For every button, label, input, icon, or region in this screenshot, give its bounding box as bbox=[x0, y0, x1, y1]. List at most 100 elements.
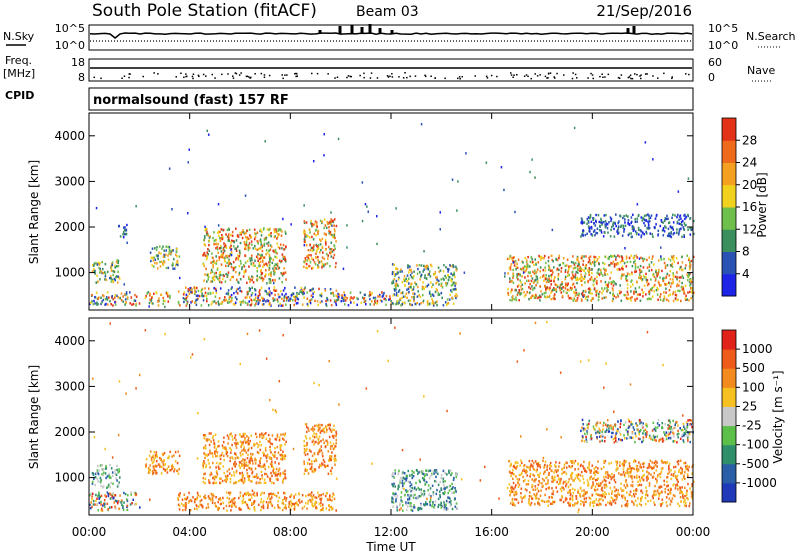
range-gate-cell bbox=[516, 293, 519, 297]
nave-dot bbox=[587, 77, 589, 79]
range-gate-cell bbox=[241, 499, 244, 503]
range-gate-cell bbox=[204, 244, 206, 247]
range-gate-cell bbox=[110, 467, 113, 470]
range-gate-cell bbox=[576, 293, 578, 296]
range-gate-cell bbox=[676, 228, 678, 231]
range-gate-cell bbox=[631, 225, 634, 228]
range-gate-cell bbox=[273, 235, 276, 239]
range-gate-cell bbox=[114, 301, 116, 304]
range-gate-cell bbox=[684, 297, 687, 300]
range-gate-cell bbox=[94, 483, 96, 487]
range-gate-cell bbox=[323, 154, 325, 157]
range-gate-cell bbox=[344, 299, 347, 302]
range-gate-cell bbox=[574, 488, 576, 492]
range-gate-cell bbox=[426, 301, 429, 304]
range-gate-cell bbox=[224, 296, 226, 299]
range-gate-cell bbox=[296, 301, 299, 305]
range-gate-cell bbox=[216, 445, 219, 448]
nave-dot bbox=[260, 72, 263, 75]
range-gate-cell bbox=[311, 249, 314, 252]
range-gate-cell bbox=[590, 220, 593, 223]
range-gate-cell bbox=[273, 467, 275, 471]
range-gate-cell bbox=[604, 280, 607, 284]
range-gate-cell bbox=[283, 299, 285, 302]
range-gate-cell bbox=[632, 283, 634, 286]
range-gate-cell bbox=[288, 501, 291, 504]
range-gate-cell bbox=[593, 279, 595, 282]
range-gate-cell bbox=[568, 273, 570, 277]
range-gate-cell bbox=[245, 441, 247, 444]
range-gate-cell bbox=[522, 268, 525, 271]
range-gate-cell bbox=[231, 276, 233, 279]
range-gate-cell bbox=[601, 297, 604, 300]
range-gate-cell bbox=[104, 494, 106, 497]
range-gate-cell bbox=[411, 489, 414, 493]
range-gate-cell bbox=[637, 214, 640, 218]
range-gate-cell bbox=[321, 237, 324, 241]
range-gate-cell bbox=[385, 295, 388, 298]
range-gate-cell bbox=[303, 460, 305, 463]
range-gate-cell bbox=[361, 219, 364, 223]
range-gate-cell bbox=[329, 498, 331, 501]
range-gate-cell bbox=[612, 289, 614, 292]
range-gate-cell bbox=[122, 505, 124, 508]
range-gate-cell bbox=[438, 283, 440, 286]
range-gate-cell bbox=[239, 494, 242, 498]
range-gate-cell bbox=[529, 283, 531, 286]
range-gate-cell bbox=[591, 234, 594, 237]
range-gate-cell bbox=[231, 239, 233, 242]
range-gate-cell bbox=[664, 283, 667, 286]
range-gate-cell bbox=[331, 224, 333, 227]
range-gate-cell bbox=[423, 504, 426, 507]
range-gate-cell bbox=[242, 229, 244, 232]
range-gate-cell bbox=[581, 218, 583, 221]
range-gate-cell bbox=[327, 472, 330, 475]
range-gate-cell bbox=[261, 276, 263, 280]
range-gate-cell bbox=[100, 500, 102, 504]
nave-dot bbox=[211, 73, 213, 76]
range-gate-cell bbox=[102, 298, 105, 302]
range-gate-cell bbox=[260, 243, 262, 246]
range-gate-cell bbox=[224, 474, 227, 478]
range-gate-cell bbox=[177, 302, 180, 305]
range-gate-cell bbox=[443, 508, 445, 511]
range-gate-cell bbox=[211, 497, 214, 500]
range-gate-cell bbox=[100, 296, 102, 299]
range-gate-cell bbox=[556, 258, 559, 262]
range-gate-cell bbox=[538, 254, 540, 258]
range-gate-cell bbox=[310, 494, 312, 498]
range-gate-cell bbox=[276, 445, 279, 449]
range-gate-cell bbox=[583, 294, 586, 297]
range-gate-cell bbox=[503, 188, 505, 192]
range-gate-cell bbox=[606, 287, 608, 290]
range-gate-cell bbox=[572, 255, 574, 258]
range-gate-cell bbox=[507, 291, 509, 295]
range-gate-cell bbox=[588, 496, 591, 499]
range-gate-cell bbox=[514, 288, 517, 292]
range-gate-cell bbox=[589, 213, 592, 217]
range-gate-cell bbox=[542, 268, 545, 272]
range-gate-cell bbox=[208, 239, 211, 242]
range-gate-cell bbox=[228, 258, 230, 261]
range-gate-cell bbox=[218, 234, 220, 237]
range-gate-cell bbox=[595, 292, 598, 295]
range-gate-cell bbox=[449, 293, 451, 297]
range-gate-cell bbox=[403, 278, 405, 281]
range-gate-cell bbox=[206, 233, 208, 237]
range-gate-cell bbox=[440, 284, 442, 287]
range-gate-cell bbox=[91, 495, 93, 498]
range-gate-cell bbox=[622, 224, 625, 227]
range-gate-cell bbox=[438, 503, 440, 507]
range-gate-cell bbox=[539, 270, 541, 273]
range-gate-cell bbox=[607, 476, 609, 479]
range-gate-cell bbox=[124, 492, 127, 496]
range-gate-cell bbox=[672, 299, 675, 303]
range-gate-cell bbox=[283, 491, 285, 495]
range-gate-cell bbox=[152, 467, 155, 470]
range-gate-cell bbox=[568, 267, 570, 270]
range-gate-cell bbox=[402, 471, 404, 474]
range-gate-cell bbox=[204, 273, 206, 276]
range-gate-cell bbox=[246, 492, 249, 495]
range-gate-cell bbox=[152, 454, 155, 457]
range-gate-cell bbox=[685, 216, 687, 219]
